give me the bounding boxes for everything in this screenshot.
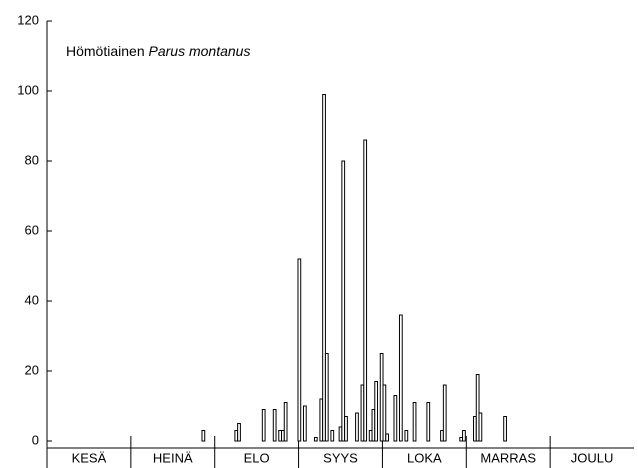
- bar: [313, 437, 318, 442]
- bar: [237, 423, 241, 442]
- bar: [398, 314, 403, 442]
- month-label: KESÄ: [72, 450, 107, 465]
- bar: [330, 430, 335, 442]
- bar: [355, 412, 359, 442]
- bar: [478, 412, 483, 442]
- bar: [302, 405, 307, 442]
- bar: [442, 384, 447, 442]
- month-label: JOULU: [571, 450, 614, 465]
- bar: [412, 402, 417, 442]
- bar: [344, 416, 348, 442]
- month-label: SYYS: [323, 450, 358, 465]
- bar: [404, 430, 409, 442]
- bar: [201, 430, 206, 442]
- bar: [475, 374, 480, 442]
- y-tick-label: 40: [25, 292, 39, 307]
- y-tick-label: 100: [17, 82, 39, 97]
- month-label: ELO: [244, 450, 270, 465]
- annotation-species: Parus montanus: [149, 43, 251, 59]
- y-tick-label: 60: [25, 222, 39, 237]
- annotation: Hömötiainen Parus montanus: [66, 43, 250, 59]
- bar: [385, 433, 390, 442]
- bar: [272, 409, 277, 442]
- y-tick-label: 0: [32, 432, 39, 447]
- bar: [426, 402, 431, 442]
- annotation-name: Hömötiainen: [66, 43, 145, 59]
- month-label: LOKA: [407, 450, 442, 465]
- month-label: HEINÄ: [153, 450, 193, 465]
- bar: [462, 430, 466, 442]
- bar: [324, 353, 329, 442]
- bar: [297, 258, 302, 442]
- bar: [382, 384, 387, 442]
- bar: [283, 402, 288, 442]
- bar: [393, 395, 398, 442]
- y-tick-label: 120: [17, 12, 39, 27]
- y-tick-label: 80: [25, 152, 39, 167]
- bar: [322, 94, 326, 442]
- bar: [374, 381, 379, 442]
- bar: [363, 139, 368, 442]
- y-tick-label: 20: [25, 362, 39, 377]
- bar: [341, 160, 346, 442]
- bar: [261, 409, 266, 442]
- bar: [503, 416, 507, 442]
- month-label: MARRAS: [480, 450, 536, 465]
